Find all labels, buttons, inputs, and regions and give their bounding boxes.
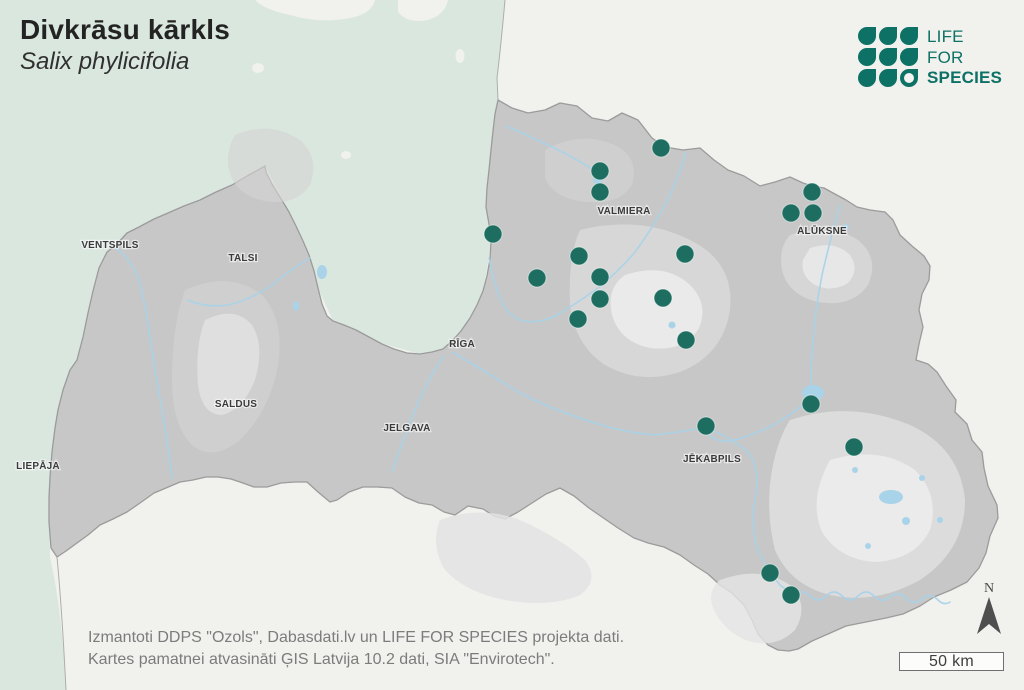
city-label-rīga: RĪGA [449, 338, 475, 350]
occurrence-point [781, 585, 801, 605]
logo-text-line: LIFE [927, 27, 964, 46]
attribution: Izmantoti DDPS "Ozols", Dabasdati.lv un … [88, 627, 624, 671]
occurrence-point [590, 267, 610, 287]
occurrence-point [569, 246, 589, 266]
occurrence-point [590, 289, 610, 309]
lake-usma [317, 265, 327, 279]
north-label: N [983, 581, 995, 596]
logo-leaf-icon [858, 27, 876, 45]
occurrence-point [676, 330, 696, 350]
attribution-line-2: Kartes pamatnei atvasināti ĢIS Latvija 1… [88, 651, 555, 668]
pededze-river [810, 204, 841, 393]
occurrence-point [781, 203, 801, 223]
aiviekste-river [702, 397, 813, 443]
logo-leaf-icon [858, 48, 876, 66]
city-label-ventspils: VENTSPILS [81, 240, 138, 251]
scale-bar-label: 50 km [928, 652, 975, 670]
scale-bar: 50 km [899, 652, 1004, 671]
attribution-line-1: Izmantoti DDPS "Ozols", Dabasdati.lv un … [88, 629, 625, 646]
logo-leaf-icon [900, 27, 918, 45]
city-label-valmiera: VALMIERA [597, 206, 650, 217]
logo-leaf-icon [879, 27, 897, 45]
logo-leaf-icon [858, 69, 876, 87]
occurrence-point [527, 268, 547, 288]
daugava-river [451, 351, 951, 605]
species-common-name: Divkrāsu kārkls [20, 14, 231, 45]
gauja-river [488, 151, 687, 323]
logo-leaf-grid-icon [858, 27, 918, 87]
occurrence-point [568, 309, 588, 329]
rivers [115, 125, 951, 605]
north-arrow-icon [977, 597, 1001, 634]
city-labels: VENTSPILS TALSI SALDUS LIEPĀJA RĪGA JELGAVA VA… [15, 205, 848, 474]
lielupe-river [391, 355, 445, 473]
occurrence-point [653, 288, 673, 308]
occurrence-point [590, 161, 610, 181]
city-label-jēkabpils: JĒKABPILS [683, 453, 741, 465]
venta-river [115, 247, 173, 479]
occurrence-point [803, 203, 823, 223]
occurrence-point [696, 416, 716, 436]
logo-leaf-icon [879, 69, 897, 87]
occurrence-point [651, 138, 671, 158]
occurrence-point [590, 182, 610, 202]
life-for-species-logo: LIFE FOR SPECIES [858, 27, 1002, 89]
coastline [56, 556, 67, 690]
terrain-highlights [172, 128, 965, 644]
estonian-islands [252, 0, 465, 159]
logo-text-line: FOR [927, 47, 964, 67]
occurrence-point [675, 244, 695, 264]
lake-razna [879, 490, 903, 504]
logo-leaf-icon [900, 48, 918, 66]
city-label-talsi: TALSI [228, 253, 257, 264]
baltic-sea [0, 0, 505, 690]
city-label-jelgava: JELGAVA [383, 423, 430, 434]
occurrence-point [801, 394, 821, 414]
latvia-landmass [48, 99, 999, 652]
species-latin-name: Salix phylicifolia [20, 48, 190, 75]
occurrence-points [483, 138, 864, 605]
coastline [496, 0, 506, 101]
city-label-alūksne: ALŪKSNE [797, 225, 847, 237]
city-label-liepāja: LIEPĀJA [16, 460, 60, 472]
logo-leaf-outline-icon [900, 69, 918, 87]
abava-river [187, 257, 311, 307]
occurrence-point [483, 224, 503, 244]
logo-text-line: SPECIES [927, 68, 1003, 87]
logo-wordmark: LIFE FOR SPECIES [927, 27, 1002, 89]
salaca-river [505, 125, 598, 173]
occurrence-point [802, 182, 822, 202]
map-title-block: Divkrāsu kārkls Salix phylicifolia [20, 14, 230, 76]
occurrence-point [760, 563, 780, 583]
occurrence-point [844, 437, 864, 457]
north-arrow: N [976, 581, 1002, 637]
city-label-saldus: SALDUS [215, 399, 257, 410]
logo-leaf-icon [879, 48, 897, 66]
